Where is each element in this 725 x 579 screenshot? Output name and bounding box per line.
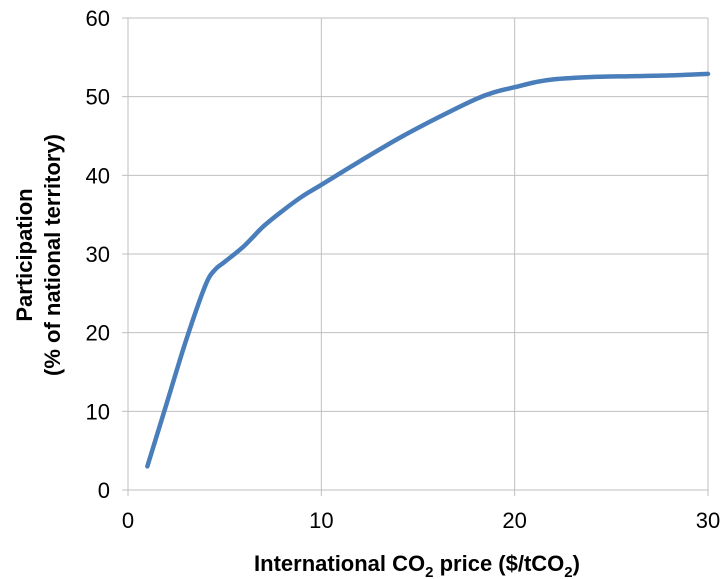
tick-labels: 0 10 20 30 40 50 60 0 10 20 30 [86, 6, 721, 533]
series-layer [145, 71, 711, 469]
x-tick-label: 30 [696, 508, 720, 533]
y-tick-label: 10 [86, 399, 110, 424]
y-tick-label: 20 [86, 321, 110, 346]
y-tick-label: 0 [98, 478, 110, 503]
y-tick-label: 60 [86, 6, 110, 31]
axis-layer [122, 17, 709, 496]
x-tick-label: 10 [309, 508, 333, 533]
y-tick-label: 40 [86, 163, 110, 188]
grid-layer [128, 17, 709, 490]
y-axis-title-line2: (% of national territory) [40, 134, 65, 376]
y-tick-label: 30 [86, 242, 110, 267]
x-tick-label: 0 [122, 508, 134, 533]
y-axis-title: Participation (% of national territory) [12, 134, 65, 376]
series-line-0 [145, 71, 711, 469]
x-tick-label: 20 [502, 508, 526, 533]
y-axis-title-line1: Participation [12, 188, 37, 321]
x-axis-title: International CO2 price ($/tCO2) [254, 551, 580, 579]
y-tick-label: 50 [86, 85, 110, 110]
